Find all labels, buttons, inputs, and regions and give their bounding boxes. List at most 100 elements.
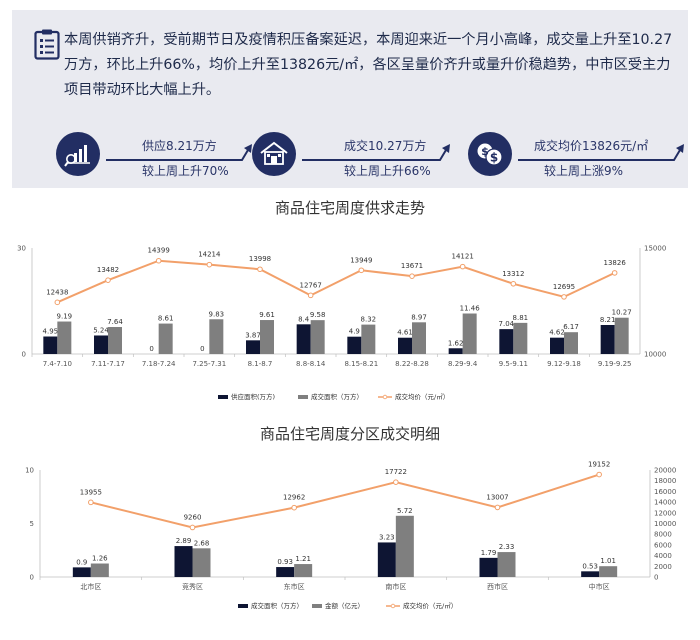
svg-text:$: $ — [490, 151, 498, 165]
c1-x-tick-label: 7.4-7.10 — [43, 360, 72, 368]
c2-y-right-tick: 2000 — [654, 563, 672, 571]
c1-price-point — [611, 270, 618, 276]
c1-price-label: 13482 — [97, 266, 119, 274]
c1-price-label: 12695 — [553, 283, 575, 291]
c2-y-right-tick: 14000 — [654, 499, 676, 507]
c2-price-label: 19152 — [588, 461, 610, 469]
c1-price-point — [358, 267, 365, 274]
c2-bar-a — [276, 567, 295, 577]
c1-bar-label: 8.32 — [361, 316, 377, 324]
summary-panel: 本周供销齐升，受前期节日及疫情积压备案延迟，本周迎来近一个月小高峰，成交量上升至… — [12, 10, 688, 188]
c1-price-label: 13998 — [249, 255, 271, 263]
c1-bar-label: 8.4 — [298, 315, 310, 323]
c1-bar-b — [260, 320, 274, 354]
c1-price-point — [409, 273, 415, 279]
c1-bar-label: 10.27 — [612, 309, 632, 317]
c1-bar-b — [310, 320, 325, 354]
c1-price-point — [510, 280, 517, 287]
dollar-coins-icon: $ $ — [468, 132, 512, 176]
c1-bar-label: 8.81 — [513, 314, 529, 322]
c1-x-tick-label: 7.18-7.24 — [142, 360, 176, 368]
c1-price-point — [54, 299, 61, 306]
c1-x-tick-label: 8.22-8.28 — [395, 360, 429, 368]
c1-bar-b — [108, 327, 122, 354]
c2-bar-label: 0.53 — [582, 562, 598, 570]
c2-legend-label: 金额（亿元） — [325, 601, 364, 610]
c1-x-tick-label: 8.15-8.21 — [344, 360, 378, 368]
kpi-deal-change: 较上周上升66% — [344, 164, 431, 178]
c1-bar-a — [94, 335, 108, 354]
c1-bar-a — [347, 336, 362, 354]
c2-price-label: 12962 — [283, 494, 305, 502]
c2-y-left-tick: 0 — [30, 574, 34, 582]
c1-bar-a — [448, 348, 463, 354]
c2-x-tick-label: 竞秀区 — [182, 582, 203, 591]
c1-bar-label: 3.87 — [245, 331, 261, 339]
c1-bar-label: 7.64 — [107, 318, 123, 326]
c2-y-right-tick: 8000 — [654, 531, 672, 539]
c1-x-tick-label: 8.29-9.4 — [448, 360, 478, 368]
c2-bar-label: 1.26 — [92, 555, 108, 563]
c2-price-point — [291, 504, 297, 511]
c1-price-point — [561, 294, 567, 300]
c2-price-point — [393, 479, 399, 485]
c1-price-label: 14399 — [148, 247, 170, 255]
c1-bar-a — [550, 337, 564, 354]
c2-y-right-tick: 4000 — [654, 552, 672, 560]
c2-legend-label: 成交面积（万方） — [251, 601, 303, 610]
c1-x-tick-label: 8.8-8.14 — [296, 360, 326, 368]
c1-bar-b — [513, 322, 528, 354]
c1-bar-label: 4.62 — [549, 329, 565, 337]
c2-y-right-tick: 20000 — [654, 467, 676, 475]
c2-price-point — [596, 471, 602, 478]
c2-y-right-tick: 10000 — [654, 520, 676, 528]
c1-bar-b — [209, 319, 224, 354]
c1-price-point — [206, 261, 213, 268]
c1-x-tick-label: 9.12-9.18 — [547, 360, 581, 368]
c2-y-right-tick: 18000 — [654, 477, 676, 485]
c1-legend-swatch — [298, 395, 308, 399]
c2-price-label: 13007 — [486, 493, 508, 501]
c1-bar-label: 5.24 — [93, 326, 109, 334]
c1-y-left-tick: 30 — [17, 245, 26, 253]
c2-y-right-tick: 16000 — [654, 488, 676, 496]
c1-legend-label: 成交均价（元/㎡） — [395, 392, 449, 401]
c1-bar-a — [296, 324, 311, 354]
c1-price-label: 12767 — [300, 281, 322, 289]
c1-legend-label: 供应面积(万方) — [231, 392, 275, 401]
c1-bar-b — [614, 317, 629, 354]
c2-y-right-tick: 0 — [654, 574, 658, 582]
c1-bar-b — [412, 322, 426, 354]
c2-bar-a — [72, 567, 91, 577]
c2-bar-b — [395, 515, 414, 577]
c1-legend-label: 成交面积（万方） — [311, 392, 363, 401]
c1-bar-label: 4.9 — [349, 328, 360, 336]
kpi-supply-value: 供应8.21万方 — [142, 139, 217, 153]
c1-legend-swatch — [218, 395, 228, 399]
c2-price-label: 17722 — [385, 468, 407, 476]
c1-x-tick-label: 9.19-9.25 — [598, 360, 632, 368]
c2-legend-marker — [390, 603, 396, 609]
c1-price-label: 13671 — [401, 262, 423, 270]
c2-y-right-tick: 6000 — [654, 541, 672, 549]
c1-bar-label: 0 — [200, 345, 204, 353]
c1-price-label: 12438 — [46, 288, 68, 296]
c1-bar-a — [398, 337, 412, 354]
c2-bar-a — [581, 571, 600, 577]
c1-price-label: 14121 — [452, 253, 474, 261]
c1-bar-label: 7.04 — [499, 320, 515, 328]
c2-bar-label: 5.72 — [397, 507, 413, 515]
c2-y-left-tick: 10 — [25, 467, 34, 475]
c2-bar-b — [497, 552, 516, 577]
c1-price-point — [155, 257, 162, 264]
c1-bar-b — [564, 332, 578, 354]
c1-bar-label: 9.61 — [259, 311, 275, 319]
clipboard-checklist-icon — [34, 29, 60, 60]
c1-bar-label: 1.62 — [448, 339, 464, 347]
c2-price-label: 13955 — [80, 488, 102, 496]
c1-legend-marker — [382, 394, 388, 400]
c1-y-right-tick: 15000 — [644, 245, 666, 253]
c1-price-point — [459, 263, 466, 270]
c1-x-tick-label: 9.5-9.11 — [499, 360, 528, 368]
c2-bar-label: 2.68 — [194, 539, 210, 547]
